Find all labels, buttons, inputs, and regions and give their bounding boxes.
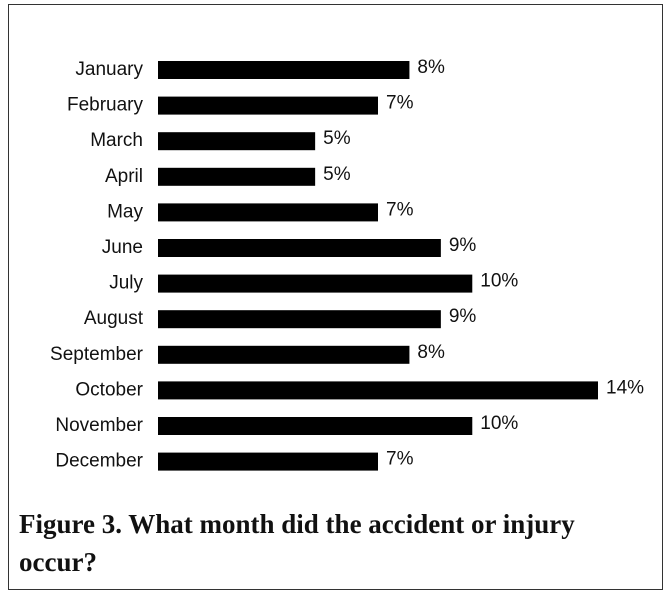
data-label: 9%: [449, 235, 477, 256]
data-label: 7%: [386, 93, 414, 114]
bar: [158, 203, 378, 222]
bar: [158, 61, 410, 79]
bar: [158, 274, 473, 293]
y-tick-label: October: [75, 379, 143, 400]
data-label: 5%: [323, 164, 351, 185]
y-tick-label: August: [84, 308, 144, 329]
bar: [158, 417, 473, 435]
data-label: 10%: [480, 271, 518, 292]
bar: [158, 239, 441, 257]
chart-title: Figure 3. What month did the accident or…: [19, 509, 575, 577]
data-label: 9%: [449, 306, 477, 327]
data-label: 8%: [417, 342, 445, 363]
bar: [158, 132, 316, 151]
y-tick-label: March: [90, 130, 143, 151]
bar: [158, 310, 441, 329]
y-tick-label: June: [102, 237, 143, 258]
y-tick-label: September: [50, 344, 144, 365]
bar: [158, 381, 598, 400]
y-tick-label: July: [109, 273, 143, 294]
data-label: 7%: [386, 199, 414, 220]
bar: [158, 345, 410, 364]
bar: [158, 167, 316, 186]
data-label: 7%: [386, 449, 414, 470]
y-tick-label: January: [75, 59, 143, 80]
data-label: 5%: [323, 128, 351, 149]
y-tick-label: November: [55, 415, 143, 436]
chart-frame: [8, 4, 663, 590]
y-tick-label: February: [67, 95, 144, 116]
chart: January 8% February 7% March 5% April 5% May 7% Ju…: [50, 57, 644, 472]
bar: [158, 96, 378, 115]
data-label: 10%: [480, 413, 518, 434]
y-tick-label: May: [107, 201, 143, 222]
data-label: 8%: [417, 57, 445, 78]
y-tick-label: December: [55, 451, 143, 472]
y-tick-label: April: [105, 166, 143, 187]
data-label: 14%: [606, 377, 644, 398]
bar: [158, 452, 378, 471]
